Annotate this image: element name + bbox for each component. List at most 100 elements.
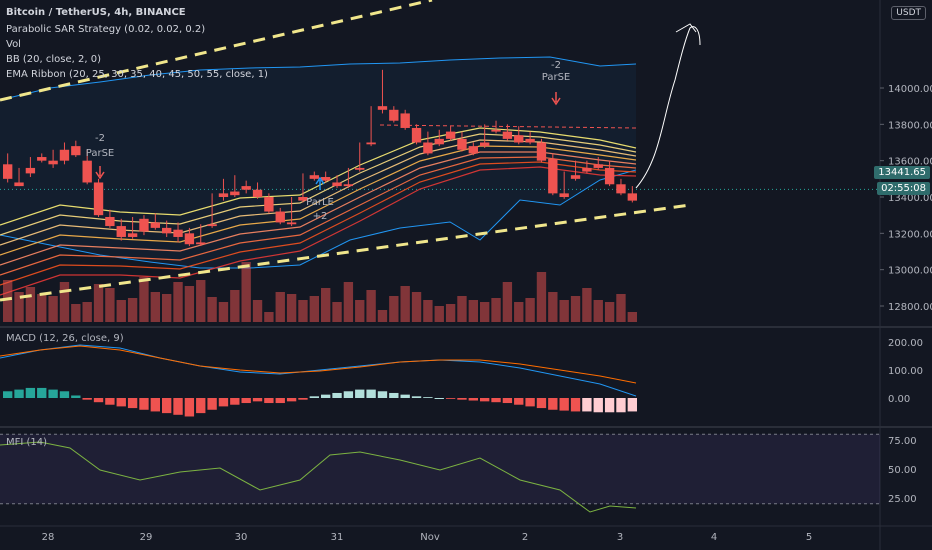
macd-histogram-bar: [184, 398, 195, 417]
volume-bar: [491, 298, 501, 322]
volume-bar: [480, 302, 490, 322]
volume-bar: [457, 296, 467, 322]
candle-body: [59, 149, 70, 161]
candle-body: [457, 138, 467, 150]
volume-bar: [184, 286, 195, 322]
volume-bar: [59, 282, 70, 322]
macd-histogram-bar: [298, 398, 308, 400]
candle-body: [502, 131, 513, 139]
candle-body: [423, 142, 433, 154]
symbol-title[interactable]: Bitcoin / TetherUS, 4h, BINANCE: [6, 7, 186, 18]
volume-bar: [71, 304, 81, 322]
legend-volume[interactable]: Vol: [6, 39, 21, 50]
candle-body: [355, 167, 365, 170]
resistance-line: [379, 124, 637, 129]
time-label-4: 4: [710, 532, 718, 543]
macd-histogram-bar: [593, 398, 603, 413]
candle-body: [25, 167, 36, 174]
volume-bar: [309, 296, 319, 322]
mfi-label[interactable]: MFI (14): [6, 437, 48, 448]
macd-histogram-bar: [604, 398, 615, 413]
volume-bar: [400, 286, 410, 322]
macd-histogram-bar: [275, 398, 285, 404]
candle-body: [491, 129, 501, 132]
signal-count: -2: [95, 133, 105, 144]
macd-histogram-bar: [173, 398, 183, 415]
legend-ema-ribbon[interactable]: EMA Ribbon (20, 25, 30, 35, 40, 45, 50, …: [6, 69, 268, 80]
volume-bar: [286, 294, 297, 322]
mfi-line: [0, 441, 637, 513]
macd-histogram-bar: [343, 391, 354, 398]
mfi-tick-label: 25.00: [888, 494, 917, 505]
candle-body: [93, 182, 104, 216]
volume-bar: [127, 298, 138, 322]
mfi-band: [0, 434, 880, 504]
volume-bar: [37, 294, 47, 322]
volume-bar: [377, 310, 388, 322]
candle-body: [286, 222, 297, 225]
candle-body: [366, 142, 376, 145]
candle-body: [105, 216, 115, 227]
macd-tick-label: 0.00: [888, 394, 910, 405]
volume-bar: [25, 287, 36, 322]
time-label-3: 3: [616, 532, 624, 543]
candle-body: [71, 146, 81, 156]
volume-bar: [162, 294, 172, 322]
candle-body: [207, 224, 217, 227]
candle-body: [241, 186, 251, 190]
projection-arrow: [675, 23, 697, 33]
ema-ribbon-line: [0, 156, 637, 276]
macd-histogram-bar: [162, 398, 172, 414]
volume-bar: [604, 302, 615, 322]
price-tick-label: 13400.00: [888, 193, 932, 204]
candle-body: [309, 175, 319, 179]
candle-body: [82, 160, 92, 183]
macd-histogram-bar: [252, 398, 263, 402]
volume-bar: [366, 290, 376, 322]
signal-label: ParSE: [86, 148, 115, 159]
macd-histogram-bar: [502, 398, 513, 404]
volume-bar: [275, 292, 285, 322]
signal-label: ParLE: [306, 197, 334, 208]
macd-histogram-bar: [3, 391, 13, 398]
currency-selector[interactable]: USDT: [891, 6, 926, 20]
volume-bar: [411, 292, 422, 322]
volume-bar: [196, 280, 206, 322]
macd-histogram-bar: [480, 398, 490, 402]
volume-bar: [139, 277, 149, 322]
macd-histogram-bar: [514, 398, 524, 405]
volume-bar: [48, 296, 58, 322]
volume-bar: [14, 292, 24, 322]
volume-bar: [514, 302, 524, 322]
macd-histogram-bar: [411, 396, 422, 398]
volume-bar: [559, 300, 569, 322]
volume-bar: [423, 300, 433, 322]
volume-bar: [468, 300, 478, 322]
macd-histogram-bar: [241, 398, 251, 404]
macd-histogram-bar: [218, 398, 229, 407]
macd-histogram-bar: [264, 398, 274, 404]
macd-label[interactable]: MACD (12, 26, close, 9): [6, 333, 124, 344]
legend-parabolic-sar[interactable]: Parabolic SAR Strategy (0.02, 0.02, 0.2): [6, 24, 206, 35]
macd-line: [0, 344, 637, 397]
candle-body: [548, 158, 558, 194]
volume-bar: [150, 292, 160, 322]
macd-histogram-bar: [355, 389, 365, 398]
volume-bar: [241, 262, 251, 322]
signal-label: ParSE: [542, 72, 571, 83]
candle-body: [536, 142, 547, 161]
volume-bar: [627, 312, 637, 322]
candle-body: [593, 164, 603, 168]
volume-bar: [173, 282, 183, 322]
macd-histogram-bar: [196, 398, 206, 414]
macd-histogram-bar: [400, 394, 410, 398]
bollinger-fill: [0, 57, 636, 268]
macd-histogram-bar: [423, 397, 433, 398]
candle-body: [37, 157, 47, 161]
signal-count: +2: [313, 211, 328, 222]
macd-tick-label: 100.00: [888, 366, 923, 377]
price-tick-label: 12800.00: [888, 302, 932, 313]
legend-bollinger-bands[interactable]: BB (20, close, 2, 0): [6, 54, 101, 65]
